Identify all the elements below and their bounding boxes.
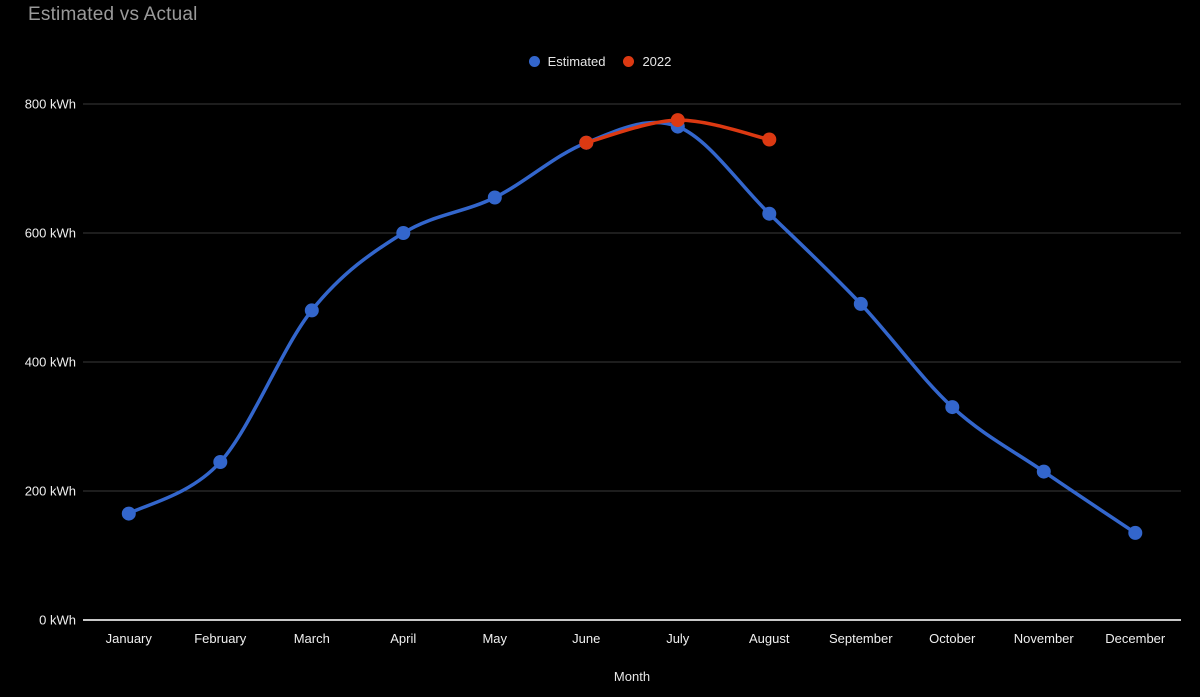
chart-title: Estimated vs Actual — [28, 4, 198, 25]
data-point-estimated-january[interactable] — [121, 506, 136, 521]
data-point-estimated-october[interactable] — [945, 400, 960, 415]
x-tick-label: February — [194, 631, 247, 646]
data-point-2022-august[interactable] — [762, 132, 777, 147]
data-point-estimated-december[interactable] — [1128, 525, 1143, 540]
x-tick-label: October — [929, 631, 976, 646]
legend-item-estimated[interactable]: Estimated — [528, 54, 606, 69]
data-point-estimated-april[interactable] — [396, 226, 411, 240]
data-point-estimated-february[interactable] — [213, 455, 228, 469]
x-tick-label: November — [1014, 631, 1075, 646]
x-tick-label: December — [1105, 631, 1166, 646]
data-point-estimated-november[interactable] — [1036, 464, 1051, 479]
x-tick-label: April — [390, 631, 416, 646]
data-point-estimated-september[interactable] — [853, 296, 868, 311]
x-axis-title: Month — [614, 669, 650, 684]
x-tick-label: July — [666, 631, 690, 646]
data-point-estimated-march[interactable] — [304, 303, 319, 318]
data-point-2022-june[interactable] — [579, 135, 594, 150]
x-tick-label: January — [106, 631, 153, 646]
x-tick-label: May — [482, 631, 507, 646]
estimated-series-swatch-icon — [528, 56, 540, 67]
x-tick-label: March — [294, 631, 330, 646]
y-tick-label: 600 kWh — [25, 226, 76, 241]
series-line-estimated — [127, 120, 1138, 535]
x-tick-label: June — [572, 631, 600, 646]
x-tick-label: September — [829, 631, 893, 646]
y-tick-label: 400 kWh — [25, 355, 76, 370]
y-tick-label: 200 kWh — [25, 484, 76, 499]
chart-legend: Estimated 2022 — [0, 54, 1200, 69]
x-tick-label: August — [749, 631, 790, 646]
data-point-estimated-may[interactable] — [487, 190, 502, 205]
data-point-2022-july[interactable] — [670, 113, 685, 128]
legend-label-estimated: Estimated — [547, 54, 606, 69]
legend-item-2022[interactable]: 2022 — [623, 54, 671, 69]
data-point-estimated-august[interactable] — [762, 206, 777, 221]
actual-series-swatch-icon — [623, 56, 635, 67]
legend-label-2022: 2022 — [642, 54, 672, 69]
y-tick-label: 0 kWh — [39, 613, 76, 628]
y-tick-label: 800 kWh — [25, 97, 76, 112]
